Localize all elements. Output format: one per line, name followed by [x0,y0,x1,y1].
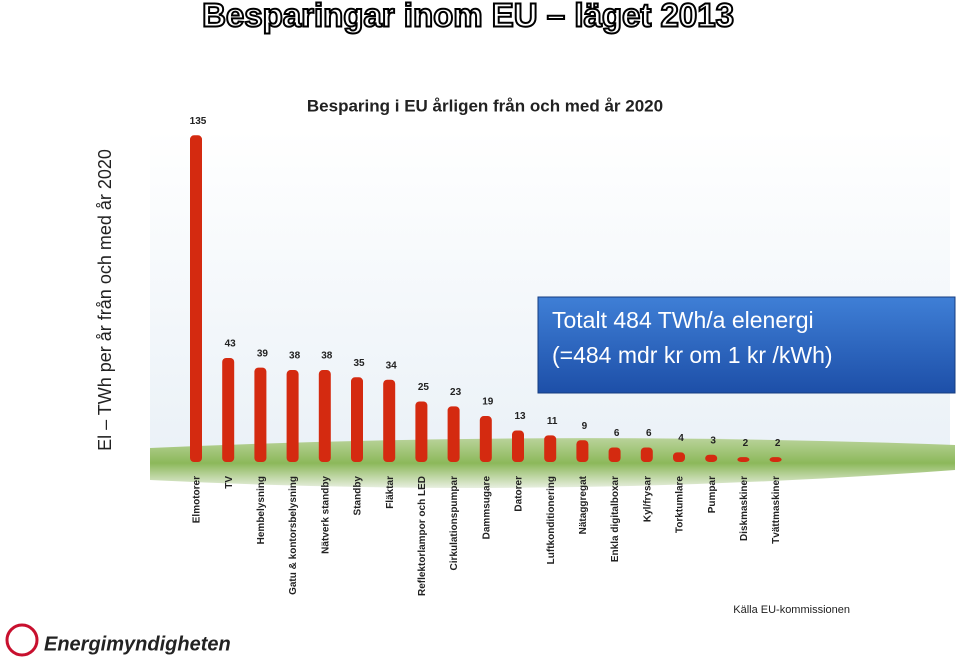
bar [705,454,718,462]
x-tick-label: Standby [353,476,364,516]
sky [150,130,950,460]
value-label: 135 [190,116,207,127]
value-label: 6 [646,428,652,439]
x-tick-label: Elmotorer [192,476,203,523]
value-label: 38 [321,351,333,362]
x-tick-label: Hembelysning [256,476,267,544]
value-label: 25 [418,382,430,393]
bar [512,430,524,462]
bar [383,379,396,462]
x-tick-label: Dammsugare [481,476,492,540]
value-label: 38 [289,351,301,362]
bar [415,401,428,462]
x-tick-label: Reflektorlampor och LED [417,476,428,596]
logo-mark [5,623,39,657]
value-label: 6 [614,428,620,439]
x-tick-label: Tvättmaskiner [771,476,782,544]
x-tick-label: TV [224,476,235,489]
source: Källa EU-kommissionen [733,604,850,616]
bar [222,357,235,462]
bar [673,452,685,462]
bar [737,457,750,462]
x-tick-label: Torktumlare [675,476,686,533]
bar [479,416,492,462]
total-text: Totalt 484 TWh/a elenergi [552,307,814,333]
value-label: 39 [257,348,269,359]
value-label: 2 [743,438,749,449]
value-label: 3 [710,435,716,446]
value-label: 43 [225,339,237,350]
x-tick-label: Pumpar [707,476,718,513]
total-subtext: (=484 mdr kr om 1 kr /kWh) [552,342,833,368]
bar [318,370,331,462]
value-label: 19 [482,397,494,408]
x-tick-label: Gatu & kontorsbelysning [288,476,299,595]
bar [286,370,299,462]
x-tick-label: Kyl/frysar [642,476,653,522]
value-label: 9 [582,421,588,432]
bar [608,447,621,462]
value-label: 34 [386,360,398,371]
value-label: 35 [353,358,365,369]
bar [640,447,653,462]
y-axis-label: El – TWh per år från och med år 2020 [95,149,115,451]
logo: Energimyndigheten [5,623,231,657]
logo-text: Energimyndigheten [44,633,231,655]
x-tick-label: Nätaggregat [578,475,589,534]
total-box [537,296,956,394]
bar [351,377,363,462]
value-label: 13 [514,411,526,422]
value-label: 23 [450,387,462,398]
x-tick-label: Datorer [514,476,525,512]
bar [544,435,557,462]
x-tick-label: Cirkulationspumpar [449,476,460,571]
x-tick-label: Diskmaskiner [739,476,750,541]
page-title: Besparingar inom EU – läget 2013 [202,0,734,34]
x-tick-label: Fläktar [385,476,396,509]
value-label: 2 [775,438,781,449]
bar [190,135,202,463]
value-label: 11 [547,416,558,427]
x-tick-label: Nätverk standby [320,476,331,554]
bar [447,406,460,462]
bar [254,367,267,462]
x-tick-label: Enkla digitalboxar [610,476,621,562]
bar [576,440,589,462]
bar [769,457,782,462]
value-label: 4 [678,433,684,444]
x-tick-label: Luftkonditionering [546,476,557,564]
chart-title: Besparing i EU årligen från och med år 2… [307,96,663,115]
